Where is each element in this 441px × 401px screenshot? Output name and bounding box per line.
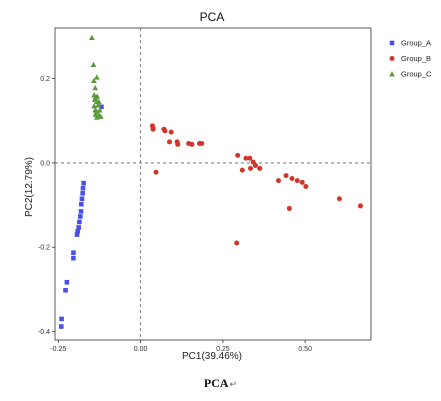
data-point xyxy=(247,155,253,161)
figure-caption: PCA↵ xyxy=(0,376,441,391)
legend-marker xyxy=(389,56,395,61)
series-group-b xyxy=(149,123,363,246)
data-points xyxy=(58,34,363,329)
data-point xyxy=(90,77,97,84)
y-tick-label: 0.0 xyxy=(40,160,50,167)
data-point xyxy=(79,201,84,207)
data-point xyxy=(276,178,282,184)
y-tick-label: 0.2 xyxy=(40,76,50,83)
data-point xyxy=(303,184,309,190)
data-point xyxy=(81,180,86,186)
data-point xyxy=(79,196,85,202)
data-point xyxy=(248,165,254,171)
data-point xyxy=(71,250,76,256)
data-point xyxy=(92,84,99,91)
data-point xyxy=(95,102,102,108)
y-axis: -0.4 -0.2 0.0 0.2 xyxy=(38,76,55,336)
data-point xyxy=(357,203,363,209)
data-point xyxy=(58,324,64,329)
legend-marker xyxy=(389,40,395,46)
data-point xyxy=(80,185,86,191)
return-mark-glyph: ↵ xyxy=(229,379,238,389)
x-tick-label: 0.00 xyxy=(134,346,148,353)
data-point xyxy=(95,98,102,105)
data-point xyxy=(78,209,84,214)
data-point xyxy=(153,169,159,175)
plot-frame xyxy=(54,27,372,341)
data-point xyxy=(243,155,249,161)
data-point xyxy=(76,225,81,230)
data-point xyxy=(99,104,104,110)
data-point xyxy=(252,162,258,168)
reference-lines xyxy=(55,28,371,340)
y-axis-label: PC2(12.79%) xyxy=(24,157,35,217)
data-point xyxy=(90,61,97,68)
data-point xyxy=(283,173,289,179)
data-point xyxy=(64,279,70,285)
data-point xyxy=(162,128,168,134)
data-point xyxy=(74,232,80,237)
chart-title: PCA xyxy=(200,10,225,24)
data-point xyxy=(59,316,64,322)
data-point xyxy=(299,179,305,185)
data-point xyxy=(175,141,181,147)
data-point xyxy=(71,255,76,261)
series-group-a xyxy=(58,104,104,329)
data-point xyxy=(167,139,173,145)
x-axis-label: PC1(39.46%) xyxy=(182,351,242,362)
data-point xyxy=(63,287,68,293)
data-point xyxy=(77,219,82,225)
x-axis: -0.25 0.00 0.25 0.50 xyxy=(50,340,312,353)
data-point xyxy=(235,152,241,158)
data-point xyxy=(150,126,156,132)
data-point xyxy=(168,129,174,135)
data-point xyxy=(239,167,245,173)
data-point xyxy=(80,190,85,196)
y-tick-label: -0.2 xyxy=(38,245,50,252)
data-point xyxy=(88,34,95,41)
data-point xyxy=(286,205,292,211)
data-point xyxy=(336,196,342,202)
data-point xyxy=(294,178,300,184)
x-tick-label: 0.50 xyxy=(298,346,312,353)
plot-border xyxy=(54,27,372,341)
legend: Group_A Group_B Group_C xyxy=(389,39,432,79)
data-point xyxy=(78,214,83,219)
legend-label: Group_B xyxy=(401,54,431,63)
legend-label: Group_A xyxy=(401,39,431,48)
data-point xyxy=(75,228,81,234)
data-point xyxy=(257,165,263,171)
data-point xyxy=(97,113,104,119)
x-tick-label: -0.25 xyxy=(50,346,66,353)
x-tick-label: 0.25 xyxy=(216,346,230,353)
data-point xyxy=(96,107,103,113)
legend-marker xyxy=(389,71,395,77)
data-point xyxy=(93,74,100,80)
series-group-c xyxy=(88,34,104,120)
data-point xyxy=(234,240,240,246)
data-point xyxy=(199,141,205,147)
data-point xyxy=(289,176,295,182)
data-point xyxy=(94,93,101,99)
data-point xyxy=(189,141,195,147)
y-tick-label: -0.4 xyxy=(38,329,50,336)
legend-label: Group_C xyxy=(401,70,432,79)
caption-text: PCA xyxy=(203,376,229,390)
